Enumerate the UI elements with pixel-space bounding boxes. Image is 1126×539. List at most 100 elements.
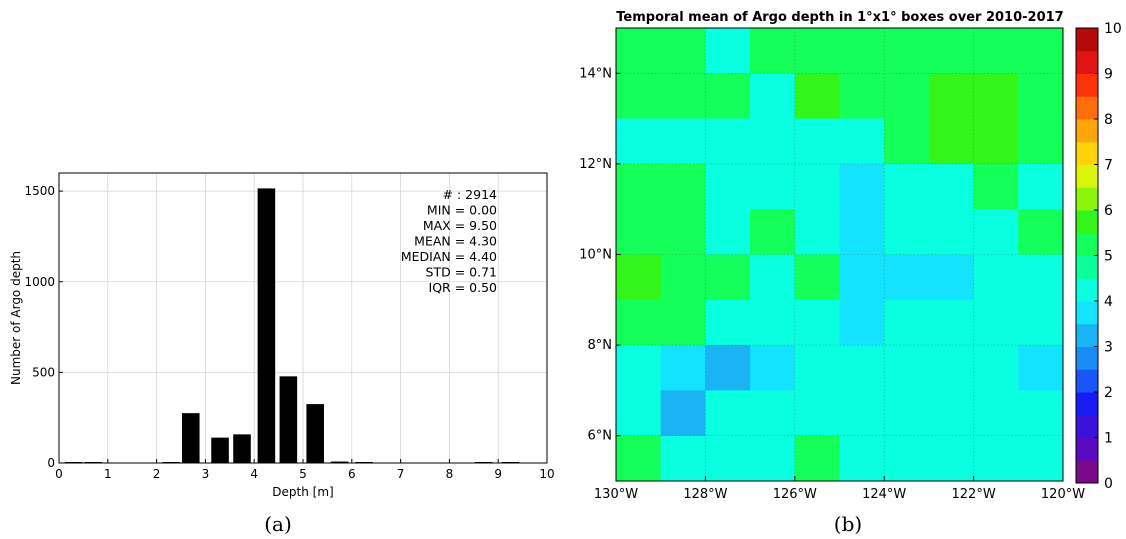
histogram-y-axis-label: Number of Argo depth bbox=[9, 251, 23, 385]
heatmap-cell bbox=[973, 254, 1019, 301]
heatmap-cell bbox=[928, 345, 975, 391]
heatmap-x-tick-label: 130°W bbox=[594, 487, 638, 502]
histogram-x-tick-label: 1 bbox=[104, 467, 112, 481]
histogram-bars bbox=[64, 188, 520, 463]
histogram-stat-line: MAX = 9.50 bbox=[423, 218, 497, 233]
histogram-stat-line: STD = 0.71 bbox=[426, 265, 497, 280]
heatmap-cell bbox=[794, 163, 840, 210]
heatmap-cell bbox=[616, 345, 662, 391]
heatmap-x-tick-label: 126°W bbox=[773, 487, 817, 502]
heatmap-cells bbox=[616, 28, 1064, 482]
colorbar-swatch bbox=[1076, 323, 1098, 347]
heatmap-panel: Temporal mean of Argo depth in 1°x1° box… bbox=[579, 10, 1122, 536]
heatmap-cell bbox=[839, 435, 885, 482]
heatmap-cell bbox=[750, 435, 796, 482]
histogram-bar bbox=[306, 404, 324, 463]
heatmap-cell bbox=[839, 299, 885, 346]
histogram-y-tick-label: 1500 bbox=[24, 184, 55, 198]
histogram-y-tick-label: 1000 bbox=[24, 275, 55, 289]
heatmap-cell bbox=[928, 299, 975, 346]
heatmap-cell bbox=[794, 209, 840, 255]
heatmap-cell bbox=[1018, 435, 1064, 482]
heatmap-cell bbox=[928, 390, 975, 437]
heatmap-cell bbox=[660, 345, 706, 391]
heatmap-cell bbox=[839, 73, 885, 120]
heatmap-cell bbox=[928, 254, 975, 301]
heatmap-cell bbox=[884, 209, 930, 255]
colorbar-swatch bbox=[1076, 28, 1098, 52]
histogram-y-ticks: 0 500 1000 1500 bbox=[24, 184, 63, 470]
heatmap-x-tick-label: 120°W bbox=[1041, 487, 1085, 502]
histogram-panel: 0 1 2 3 4 5 6 7 8 9 10 0 500 1000 1500 Depth [m] Numb… bbox=[9, 172, 555, 536]
heatmap-cell bbox=[839, 118, 885, 165]
colorbar-tick-label: 7 bbox=[1104, 158, 1113, 174]
heatmap-cell bbox=[884, 299, 930, 346]
heatmap-title: Temporal mean of Argo depth in 1°x1° box… bbox=[616, 10, 1063, 25]
heatmap-latitude-ticks: 6°N 8°N 10°N 12°N 14°N bbox=[579, 66, 621, 444]
heatmap-cell bbox=[884, 390, 930, 437]
heatmap-cell bbox=[705, 118, 751, 165]
histogram-bar bbox=[279, 376, 298, 463]
colorbar-swatch bbox=[1076, 141, 1098, 165]
heatmap-cell bbox=[750, 299, 796, 346]
colorbar-swatch bbox=[1076, 437, 1098, 461]
heatmap-cell bbox=[794, 73, 840, 120]
histogram-bar bbox=[257, 188, 276, 463]
heatmap-cell bbox=[794, 390, 840, 437]
histogram-stat-line: MEAN = 4.30 bbox=[414, 234, 497, 249]
heatmap-cell bbox=[928, 28, 975, 74]
colorbar-swatch bbox=[1076, 96, 1098, 120]
heatmap-cell bbox=[794, 345, 840, 391]
heatmap-cell bbox=[705, 28, 751, 74]
colorbar-swatch bbox=[1076, 278, 1098, 302]
colorbar-swatch bbox=[1076, 119, 1098, 143]
histogram-stat-line: IQR = 0.50 bbox=[429, 280, 498, 295]
colorbar-tick-label: 4 bbox=[1104, 294, 1113, 310]
colorbar-swatch bbox=[1076, 164, 1098, 188]
heatmap-cell bbox=[839, 254, 885, 301]
heatmap-cell bbox=[839, 28, 885, 74]
heatmap-cell bbox=[794, 118, 840, 165]
heatmap-cell bbox=[616, 390, 662, 437]
heatmap-cell bbox=[928, 118, 975, 165]
panel-label-b: (b) bbox=[834, 512, 862, 536]
heatmap-cell bbox=[705, 299, 751, 346]
colorbar-swatch bbox=[1076, 255, 1098, 279]
histogram-x-tick-label: 5 bbox=[299, 467, 307, 481]
histogram-x-tick-label: 7 bbox=[397, 467, 405, 481]
heatmap-cell bbox=[750, 73, 796, 120]
heatmap-cell bbox=[616, 28, 662, 74]
colorbar-swatch bbox=[1076, 346, 1098, 370]
heatmap-cell bbox=[1018, 73, 1064, 120]
heatmap-x-tick-label: 128°W bbox=[683, 487, 727, 502]
heatmap-cell bbox=[660, 163, 706, 210]
histogram-bar bbox=[211, 437, 229, 463]
heatmap-cell bbox=[660, 254, 706, 301]
heatmap-y-tick-label: 8°N bbox=[588, 338, 613, 353]
histogram-x-tick-label: 2 bbox=[153, 467, 161, 481]
histogram-x-tick-label: 9 bbox=[494, 467, 502, 481]
heatmap-cell bbox=[616, 254, 662, 301]
heatmap-cell bbox=[1018, 254, 1064, 301]
heatmap-cell bbox=[750, 345, 796, 391]
histogram-y-tick-label: 500 bbox=[32, 365, 55, 379]
colorbar-tick-label: 10 bbox=[1104, 21, 1122, 37]
heatmap-x-tick-label: 122°W bbox=[952, 487, 996, 502]
colorbar-tick-label: 0 bbox=[1104, 476, 1113, 492]
heatmap-cell bbox=[973, 118, 1019, 165]
heatmap-cell bbox=[973, 299, 1019, 346]
heatmap-cell bbox=[705, 73, 751, 120]
colorbar-tick-label: 8 bbox=[1104, 112, 1113, 128]
heatmap-cell bbox=[973, 163, 1019, 210]
heatmap-cell bbox=[1018, 163, 1064, 210]
heatmap-cell bbox=[884, 118, 930, 165]
heatmap-cell bbox=[794, 299, 840, 346]
heatmap-cell bbox=[660, 435, 706, 482]
heatmap-cell bbox=[705, 209, 751, 255]
histogram-x-tick-label: 3 bbox=[202, 467, 210, 481]
heatmap-cell bbox=[750, 163, 796, 210]
histogram-x-tick-label: 6 bbox=[348, 467, 356, 481]
heatmap-cell bbox=[660, 299, 706, 346]
heatmap-cell bbox=[1018, 299, 1064, 346]
